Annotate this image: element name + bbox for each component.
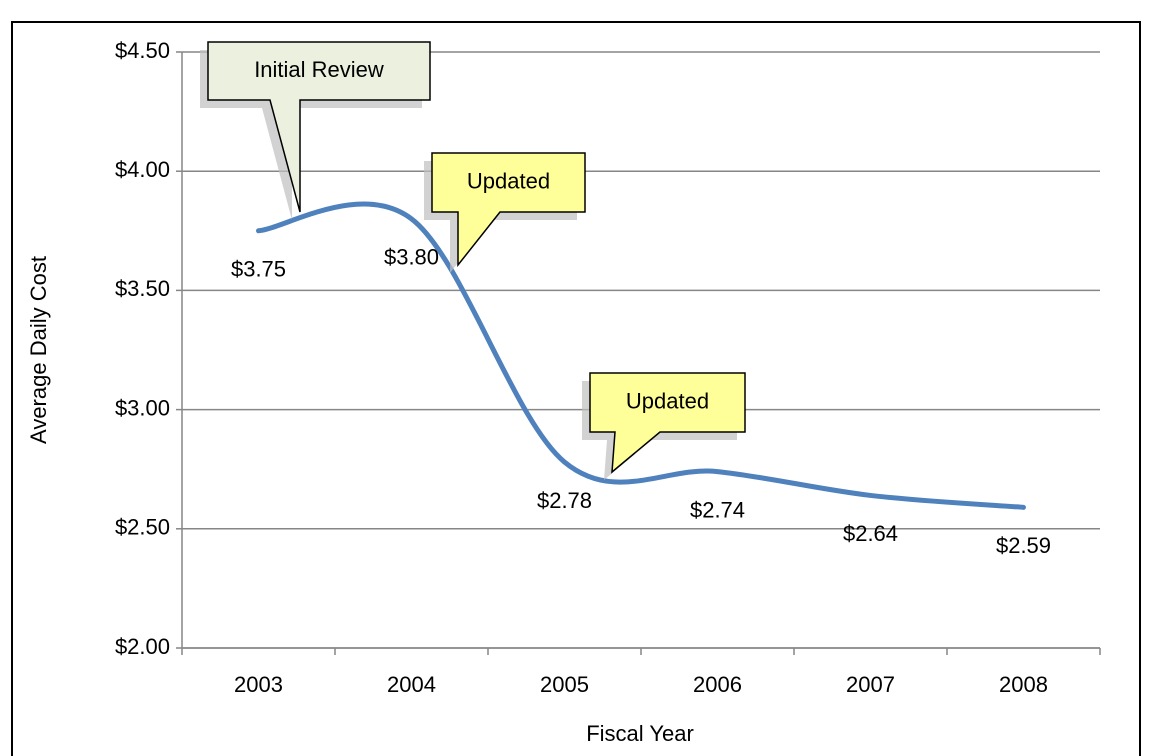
callout-text: Initial Review bbox=[254, 57, 384, 82]
y-tick-label: $3.50 bbox=[115, 276, 170, 301]
y-tick-label: $2.50 bbox=[115, 515, 170, 540]
x-tick-label: 2006 bbox=[693, 672, 742, 697]
y-tick-label: $4.00 bbox=[115, 157, 170, 182]
x-axis-label: Fiscal Year bbox=[586, 721, 694, 746]
callout bbox=[431, 152, 586, 268]
data-label: $2.78 bbox=[537, 488, 592, 513]
x-tick-label: 2003 bbox=[234, 672, 283, 697]
data-label: $3.75 bbox=[231, 257, 286, 282]
chart-border bbox=[11, 21, 1141, 756]
x-tick-label: 2007 bbox=[846, 672, 895, 697]
y-tick-label: $2.00 bbox=[115, 634, 170, 659]
y-axis-label: Average Daily Cost bbox=[26, 256, 51, 444]
y-tick-label: $4.50 bbox=[115, 38, 170, 63]
data-line bbox=[256, 201, 1026, 510]
callout bbox=[589, 372, 746, 474]
callout bbox=[207, 41, 431, 213]
data-label: $3.80 bbox=[384, 245, 439, 270]
x-tick-label: 2005 bbox=[540, 672, 589, 697]
data-label: $2.59 bbox=[996, 533, 1051, 558]
x-tick-label: 2004 bbox=[387, 672, 436, 697]
y-tick-label: $3.00 bbox=[115, 395, 170, 420]
x-tick-label: 2008 bbox=[999, 672, 1048, 697]
data-label: $2.74 bbox=[690, 497, 745, 522]
callout-text: Updated bbox=[467, 168, 550, 193]
callout-text: Updated bbox=[626, 388, 709, 413]
data-label: $2.64 bbox=[843, 521, 898, 546]
